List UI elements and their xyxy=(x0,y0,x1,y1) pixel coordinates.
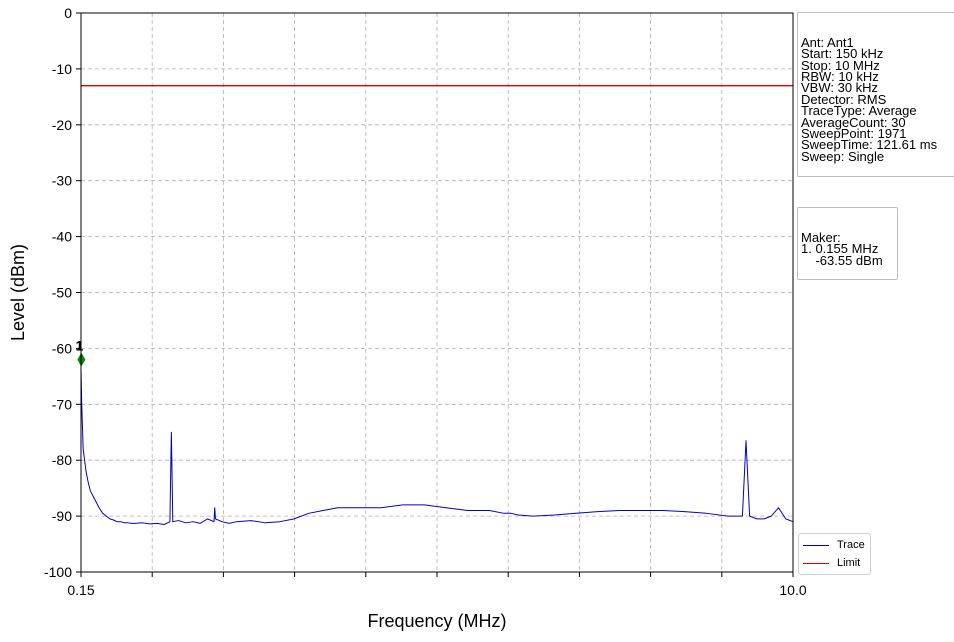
y-tick-label: -60 xyxy=(52,340,72,356)
plot-frame xyxy=(80,12,794,573)
sweep-info-lines: Ant: Ant1 Start: 150 kHz Stop: 10 MHz RBW: … xyxy=(801,34,951,164)
legend-swatch-trace xyxy=(803,544,829,546)
sweep-info-line: SweepPoint: 1971 xyxy=(801,126,907,142)
y-tick-label: -20 xyxy=(52,117,72,133)
y-tick-label: -40 xyxy=(52,229,72,245)
sweep-info-line: SweepTime: 121.61 ms xyxy=(801,137,938,153)
sweep-info-line: Start: 150 kHz xyxy=(801,46,884,62)
x-tick-label: 10.0 xyxy=(779,582,806,598)
y-axis-label: Level (dBm) xyxy=(8,244,28,341)
sweep-info-line: VBW: 30 kHz xyxy=(801,80,879,96)
y-tick-label: -90 xyxy=(52,508,72,524)
legend-entry-limit: Limit xyxy=(803,554,865,572)
sweep-info-line: AverageCount: 30 xyxy=(801,114,906,130)
sweep-info-line: Ant: Ant1 xyxy=(801,34,854,50)
y-tick-label: -50 xyxy=(52,285,72,301)
sweep-info-line: TraceType: Average xyxy=(801,103,917,119)
marker-info-lines: Maker: 1. 0.155 MHz -63.55 dBm xyxy=(801,229,894,268)
legend-label-limit: Limit xyxy=(837,557,861,569)
marker-info-line: 1. 0.155 MHz xyxy=(801,241,879,257)
sweep-info-line: Stop: 10 MHz xyxy=(801,57,880,73)
sweep-info-line: Sweep: Single xyxy=(801,148,885,164)
legend-swatch-limit xyxy=(803,562,829,564)
y-tick-label: -30 xyxy=(52,173,72,189)
sweep-info-line: Detector: RMS xyxy=(801,91,887,107)
x-tick-label: 0.15 xyxy=(67,582,94,598)
y-tick-label: -80 xyxy=(52,452,72,468)
series-line-trace xyxy=(80,368,794,525)
marker-label: 1 xyxy=(75,338,83,354)
sweep-info-line: RBW: 10 kHz xyxy=(801,69,879,85)
x-axis-label: Frequency (MHz) xyxy=(367,611,506,631)
marker-info-line: -63.55 dBm xyxy=(801,252,883,268)
sweep-info-box: Ant: Ant1 Start: 150 kHz Stop: 10 MHz RBW: … xyxy=(797,12,954,177)
chart-legend: Trace Limit xyxy=(798,533,871,575)
marker-info-box: Maker: 1. 0.155 MHz -63.55 dBm xyxy=(797,207,898,281)
y-tick-label: -100 xyxy=(44,564,72,580)
legend-label-trace: Trace xyxy=(837,539,865,551)
legend-entry-trace: Trace xyxy=(803,536,865,554)
y-tick-label: 0 xyxy=(64,5,72,21)
marker-info-line: Maker: xyxy=(801,229,841,245)
y-tick-label: -70 xyxy=(52,396,72,412)
y-tick-label: -10 xyxy=(52,61,72,77)
